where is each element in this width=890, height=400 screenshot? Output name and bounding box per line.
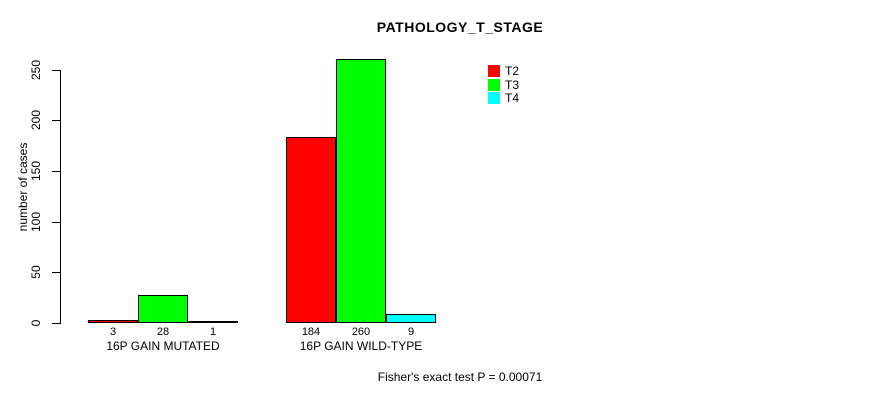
legend-label: T2 bbox=[505, 64, 520, 78]
x-category-label: 16P GAIN WILD-TYPE bbox=[299, 339, 423, 353]
y-tick-label: 250 bbox=[29, 59, 43, 81]
legend-item-t3: T3 bbox=[488, 77, 520, 92]
y-tick bbox=[52, 323, 61, 324]
bar-t4-group2 bbox=[386, 314, 436, 323]
y-tick bbox=[52, 272, 61, 273]
y-tick-label: 150 bbox=[29, 160, 43, 182]
legend: T2 T3 T4 bbox=[488, 65, 519, 106]
y-tick-label: 100 bbox=[29, 211, 43, 233]
legend-label: T3 bbox=[505, 77, 520, 92]
bar-value-label: 1 bbox=[209, 326, 217, 338]
y-tick bbox=[52, 222, 61, 223]
y-tick-label: 50 bbox=[29, 265, 43, 279]
y-tick bbox=[52, 70, 61, 71]
y-tick bbox=[52, 171, 61, 172]
legend-swatch-t4 bbox=[488, 92, 500, 104]
bar-t2-group1 bbox=[88, 320, 138, 323]
bar-value-label: 3 bbox=[109, 326, 117, 338]
legend-item-t4: T4 bbox=[488, 92, 519, 104]
bar-t4-group1 bbox=[188, 321, 238, 323]
bar-t2-group2 bbox=[286, 137, 336, 323]
y-tick-label: 0 bbox=[29, 319, 43, 327]
legend-label: T4 bbox=[505, 91, 520, 105]
x-category-label: 16P GAIN MUTATED bbox=[106, 339, 220, 353]
chart-title: PATHOLOGY_T_STAGE bbox=[376, 19, 544, 35]
legend-swatch-t2 bbox=[488, 65, 500, 77]
bar-value-label: 260 bbox=[351, 326, 371, 338]
y-tick bbox=[52, 120, 61, 121]
bar-t3-group1 bbox=[138, 295, 188, 323]
y-axis-title: number of cases bbox=[16, 142, 30, 232]
bar-t3-group2 bbox=[336, 59, 386, 323]
legend-item-t2: T2 bbox=[488, 65, 519, 77]
bar-value-label: 9 bbox=[407, 326, 415, 338]
y-tick-label: 200 bbox=[29, 109, 43, 131]
y-axis-line bbox=[60, 70, 61, 324]
legend-swatch-t3 bbox=[488, 78, 500, 91]
bar-value-label: 184 bbox=[301, 326, 321, 338]
bar-value-label: 28 bbox=[156, 326, 170, 338]
annotation-text: Fisher's exact test P = 0.00071 bbox=[377, 370, 543, 384]
